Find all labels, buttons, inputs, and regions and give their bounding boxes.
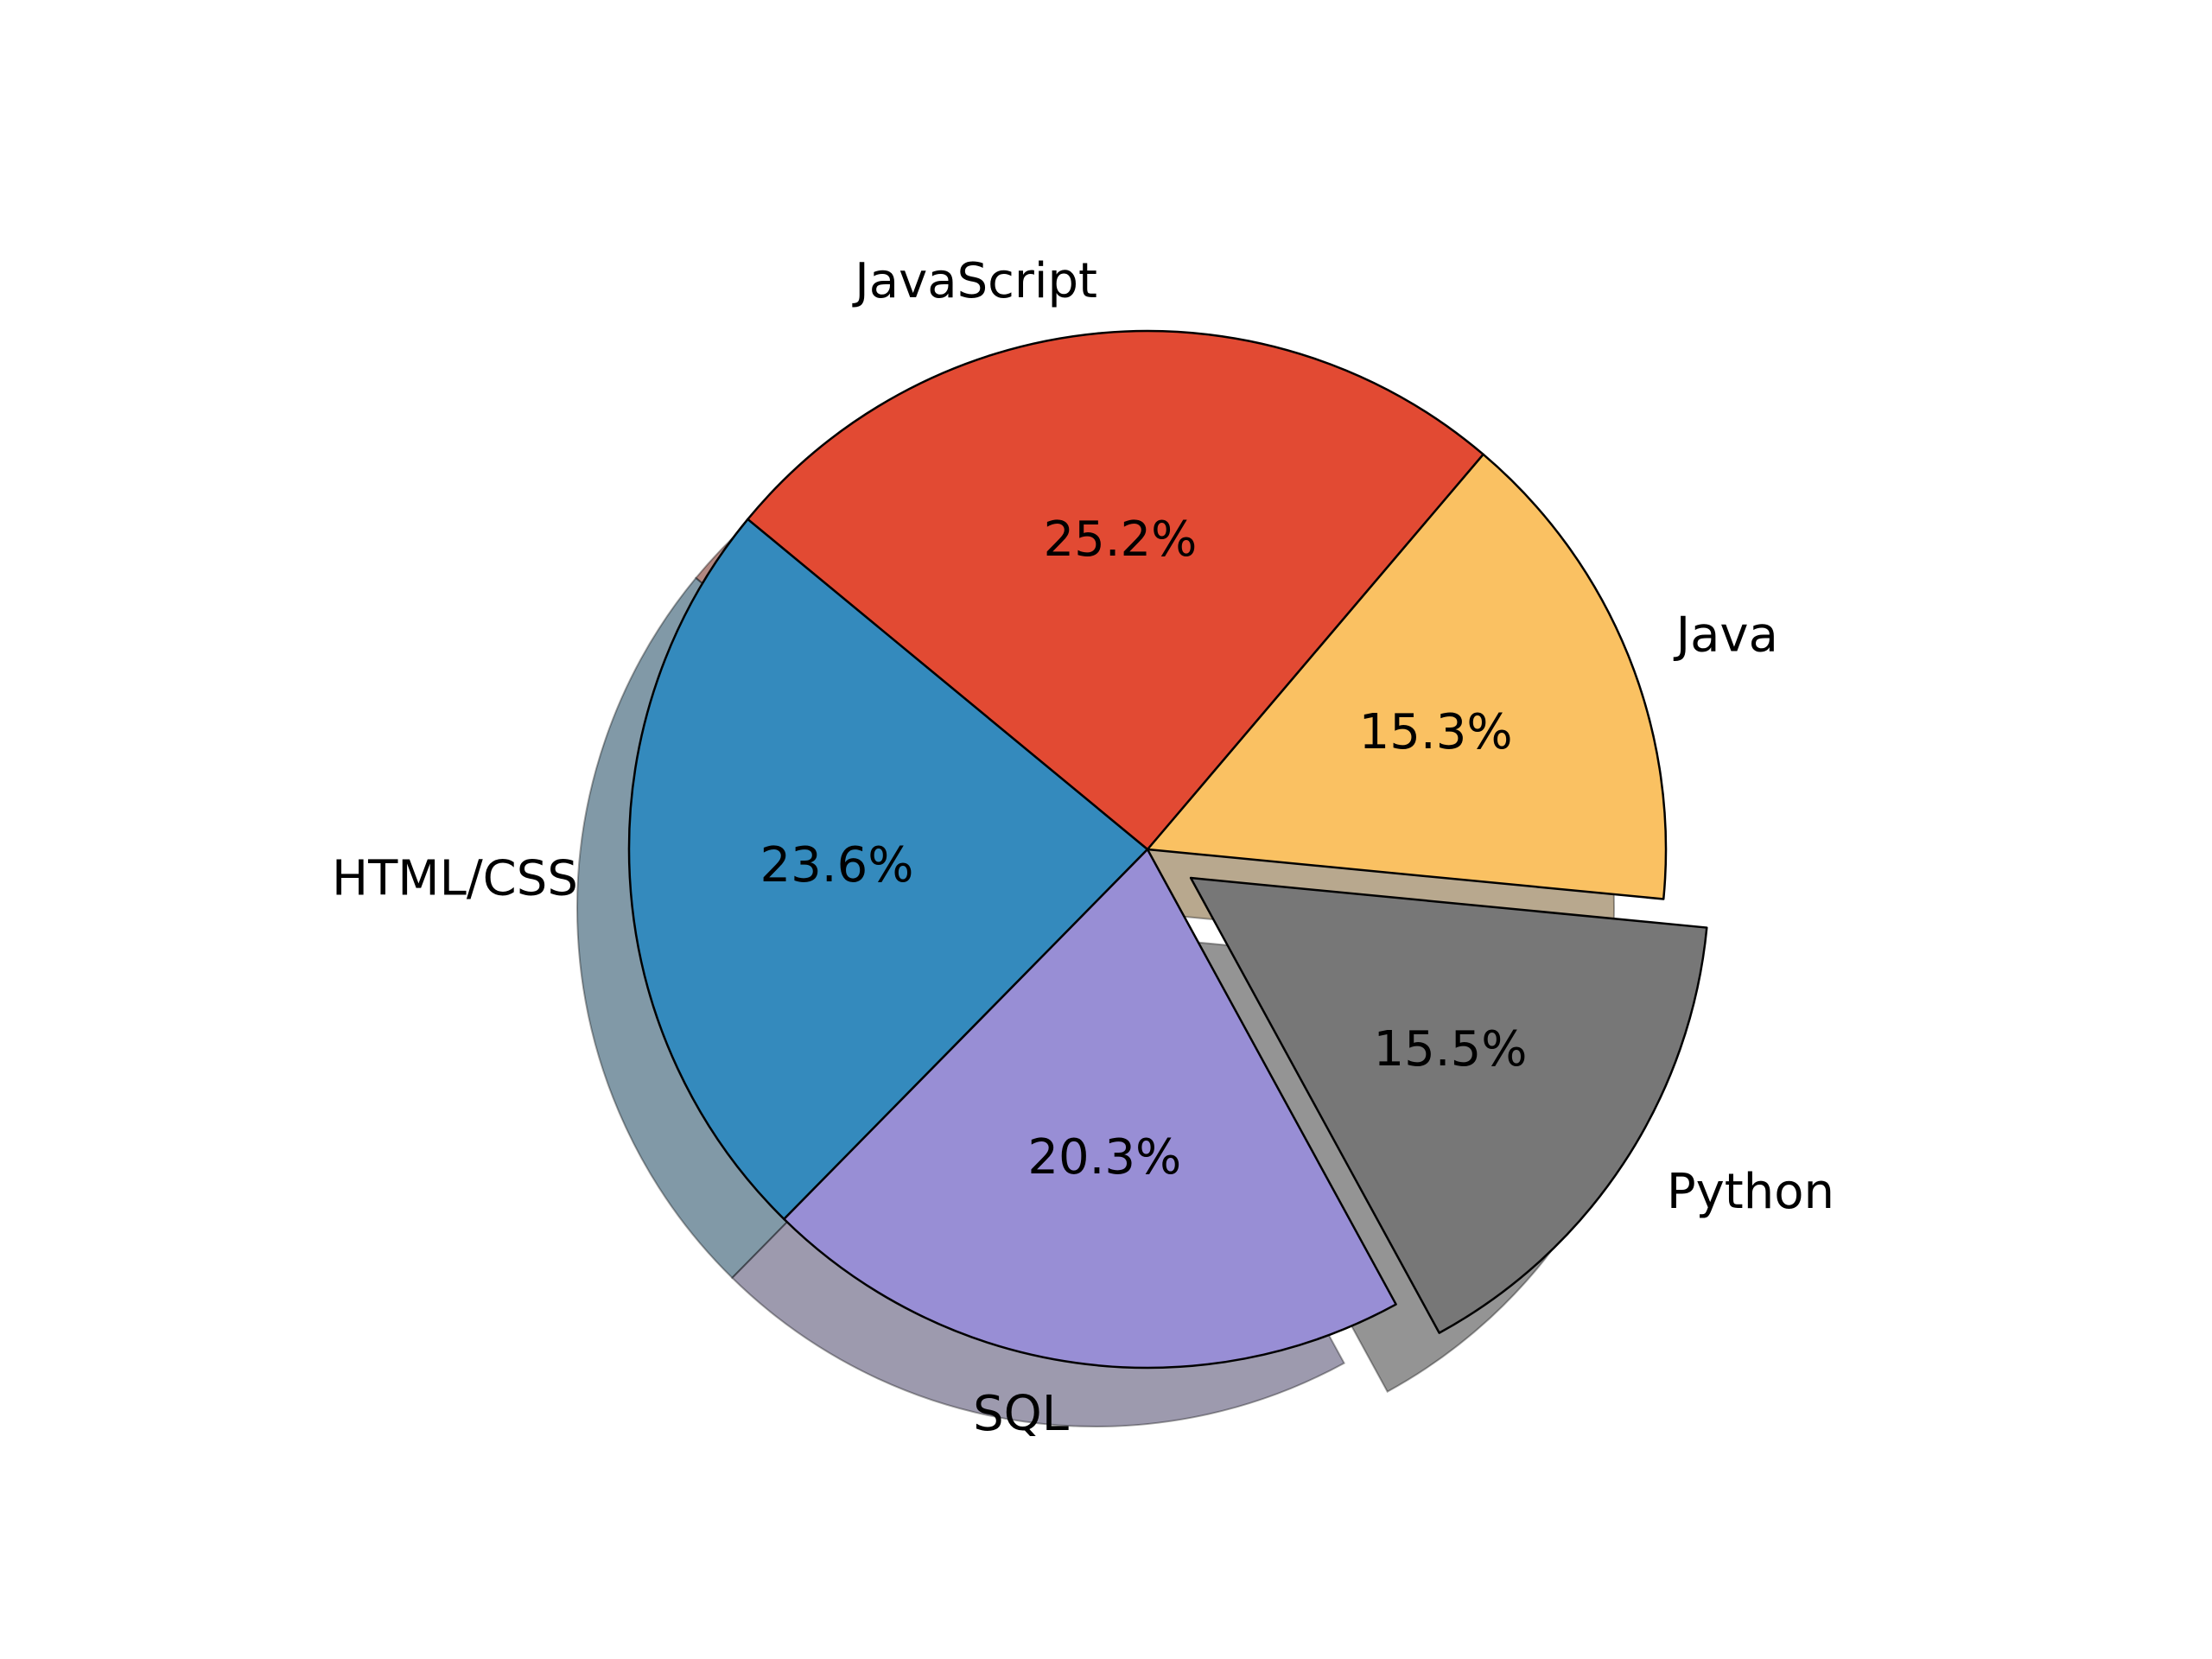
slice-label-java: Java: [1674, 607, 1778, 664]
pct-label-sql: 20.3%: [1027, 1129, 1181, 1185]
slice-label-html-css: HTML/CSS: [332, 851, 578, 907]
pct-label-java: 15.3%: [1359, 704, 1513, 760]
pct-label-python: 15.5%: [1374, 1021, 1528, 1077]
pie-slice-python: [1189, 876, 1708, 1334]
slice-label-python: Python: [1667, 1164, 1834, 1220]
slice-label-sql: SQL: [973, 1386, 1069, 1442]
pie-slice-javascript: [747, 329, 1484, 851]
pct-label-javascript: 25.2%: [1043, 512, 1197, 568]
slice-label-javascript: JavaScript: [852, 253, 1097, 309]
label-layer: Java 15.3% JavaScript 25.2% HTML/CSS 23.6% SQL…: [332, 253, 1834, 1442]
pie-slice-sql: [783, 848, 1397, 1370]
pct-label-html-css: 23.6%: [760, 837, 914, 893]
pie-slice-html-css: [627, 518, 1149, 1221]
pie-slice-java: [1146, 453, 1668, 900]
slice-layer: [627, 329, 1708, 1370]
